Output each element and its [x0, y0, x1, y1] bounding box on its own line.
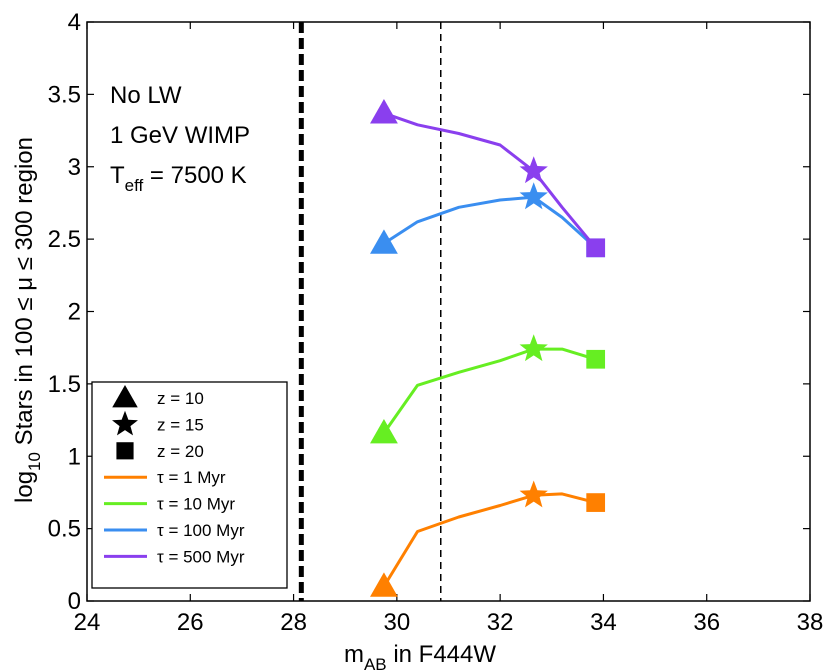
x-tick-label: 34	[590, 609, 617, 636]
legend-label: z = 20	[157, 442, 204, 461]
series-1-marker-triangle	[370, 418, 398, 444]
y-axis-title-rest: Stars in 100 ≤ μ ≤ 300 region	[11, 137, 38, 452]
y-axis-title: log10 Stars in 100 ≤ μ ≤ 300 region	[11, 137, 44, 503]
series-2-marker-star	[519, 182, 548, 210]
legend-label: z = 15	[157, 415, 204, 434]
series-0-marker-triangle	[370, 572, 398, 597]
annotation-block: No LW 1 GeV WIMP Teff = 7500 K	[110, 82, 250, 195]
y-axis-title-log: log	[11, 471, 38, 503]
series-3-marker-triangle	[370, 99, 398, 124]
series-3-marker-square	[586, 238, 606, 258]
annotation-teff-symbol: T	[110, 162, 125, 189]
x-tick-label: 30	[384, 609, 411, 636]
legend-label: z = 10	[157, 389, 204, 408]
x-tick-label: 32	[487, 609, 514, 636]
legend-label: τ = 1 Myr	[157, 468, 226, 487]
y-tick-label: 4	[68, 9, 81, 36]
series-line-0	[382, 492, 597, 588]
y-tick-label: 1	[68, 443, 81, 470]
legend-marker-square	[116, 442, 134, 460]
series-0-marker-star	[519, 480, 548, 508]
legend-label: τ = 500 Myr	[157, 547, 245, 566]
series-3-marker-star	[519, 156, 548, 184]
legend-marker-star	[112, 410, 138, 436]
series-line-1	[382, 347, 597, 434]
x-tick-label: 28	[280, 609, 307, 636]
series-2-marker-triangle	[370, 229, 398, 254]
y-tick-label: 3	[68, 154, 81, 181]
y-axis-title-subscript: 10	[25, 452, 44, 471]
series-1-marker-square	[586, 349, 606, 369]
legend-label: τ = 100 Myr	[157, 521, 245, 540]
annotation-teff: Teff = 7500 K	[110, 162, 247, 195]
y-tick-label: 2	[68, 299, 81, 326]
y-tick-label: 3.5	[48, 81, 81, 108]
annotation-teff-value: = 7500 K	[143, 162, 246, 189]
series-line-2	[383, 195, 597, 249]
legend-marker-triangle	[112, 385, 138, 408]
x-axis-title: mAB in F444W	[344, 641, 496, 672]
x-tick-label: 26	[177, 609, 204, 636]
x-axis-title-rest: in F444W	[387, 641, 497, 668]
plot-layer: 24 26 28 30 32 34 36 38 0 0.5 1 1.5 2 2.5 3 3.5 4 z = 10 z…	[48, 9, 824, 636]
x-axis-title-subscript: AB	[364, 655, 387, 672]
series-line-3	[383, 111, 597, 249]
x-axis-title-main: m	[344, 641, 364, 668]
x-tick-label: 38	[797, 609, 824, 636]
y-tick-label: 0.5	[48, 516, 81, 543]
series-0-marker-square	[586, 493, 606, 512]
y-tick-label: 0	[68, 588, 81, 615]
annotation-teff-subscript: eff	[125, 176, 144, 195]
x-tick-label: 24	[74, 609, 101, 636]
series-1-marker-star	[519, 334, 548, 362]
y-tick-label: 2.5	[48, 226, 81, 253]
annotation-no-lw: No LW	[110, 82, 182, 109]
x-tick-label: 36	[693, 609, 720, 636]
y-tick-label: 1.5	[48, 371, 81, 398]
legend-label: τ = 10 Myr	[157, 495, 235, 514]
annotation-wimp: 1 GeV WIMP	[110, 122, 250, 149]
